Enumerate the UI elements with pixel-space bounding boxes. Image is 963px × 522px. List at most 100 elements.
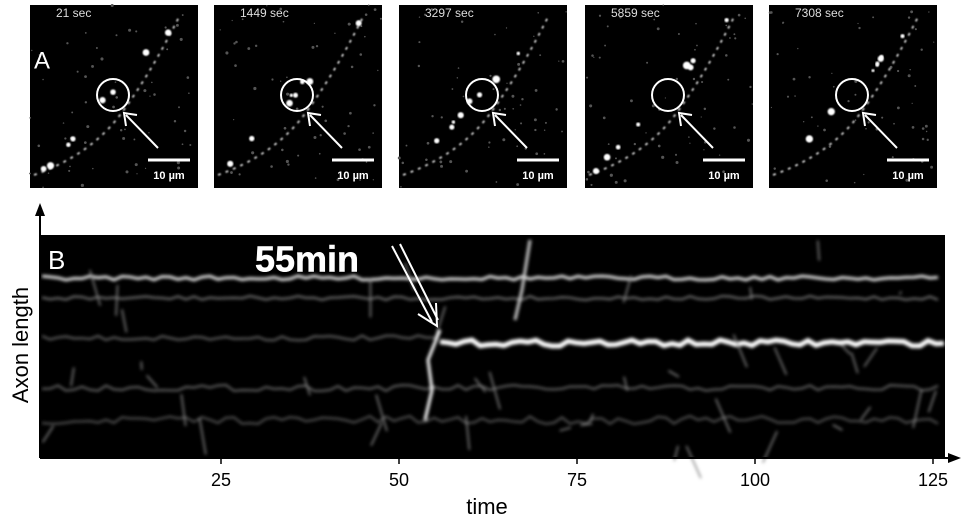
streak [559,426,572,432]
speckle [794,95,796,97]
micrograph: 21 sec 10 µm [29,4,198,189]
streak [817,240,820,261]
speckle [69,165,71,168]
streak [912,389,923,429]
annotation: 55min [255,239,359,280]
speckle [675,160,679,165]
speckle [83,141,87,144]
bouton [286,99,293,107]
speckle [359,179,361,181]
speckle [92,167,94,170]
speckle [537,11,540,14]
speckle [657,144,661,148]
bouton [110,89,116,95]
speckle [114,81,117,83]
speckle [285,159,289,164]
y-axis-arrow [35,203,45,216]
streak [41,274,939,282]
bouton [636,122,641,127]
streak [474,377,487,393]
speckle [854,119,857,121]
speckle [178,106,180,109]
streak [860,406,872,421]
streak [773,347,788,376]
streak [668,370,680,378]
speckle [233,42,236,45]
axon [33,14,181,176]
speckle [358,148,361,152]
micrograph: 3297 sec 10 µm [397,5,567,188]
bouton [592,168,600,175]
speckle [465,169,468,173]
bouton [687,64,694,71]
speckle [373,8,377,11]
speckle [909,68,911,71]
annotation-arrow [391,243,439,328]
speckle [253,86,257,91]
speckle [379,17,382,20]
speckle [857,22,859,25]
speckle [283,126,287,130]
pointer-arrow [864,114,898,149]
bouton [249,135,255,142]
speckle [865,127,867,130]
speckle [135,30,138,33]
speckle [544,121,547,124]
speckle [100,57,104,61]
speckle [847,100,850,103]
speckle [112,105,115,109]
speckle [95,46,98,49]
bouton [355,20,362,27]
frame-time: 7308 sec [795,6,844,20]
speckle [313,22,316,24]
speckle [64,137,67,140]
speckle [602,116,606,120]
speckle [133,138,136,141]
speckle [926,138,929,141]
speckle [746,138,751,142]
speckle [125,170,129,174]
speckle [350,65,354,69]
micrograph: 5859 sec 10 µm [585,4,754,188]
speckle [235,40,238,44]
speckle [896,106,900,110]
speckle [543,153,546,155]
bouton [805,135,814,143]
speckle [555,108,558,111]
pointer-arrow [309,114,343,149]
speckle [558,60,560,62]
bouton [871,69,875,73]
bouton [227,160,234,167]
speckle [122,136,126,140]
axon [772,14,920,176]
x-tick-label: 25 [211,470,231,490]
streak [439,337,945,349]
speckle [792,77,796,81]
speckle [930,165,934,169]
speckle [280,80,282,82]
speckle [318,152,321,155]
speckle [181,143,184,146]
speckle [823,128,826,132]
roi-circle [465,78,499,112]
speckle [517,62,521,66]
bouton [603,153,611,161]
speckle [907,16,911,19]
speckle [533,118,537,122]
speckle [598,56,601,59]
speckle [656,27,660,31]
bouton [451,120,456,124]
pointer-arrowhead [677,111,693,127]
axon [402,14,550,176]
speckle [921,137,925,141]
speckle [751,103,754,105]
speckle [561,59,565,63]
speckle [336,178,340,182]
speckle [166,48,169,51]
speckle [271,78,274,81]
speckle [295,107,299,111]
streak [41,384,939,392]
speckle [42,78,44,81]
speckle [418,16,421,18]
